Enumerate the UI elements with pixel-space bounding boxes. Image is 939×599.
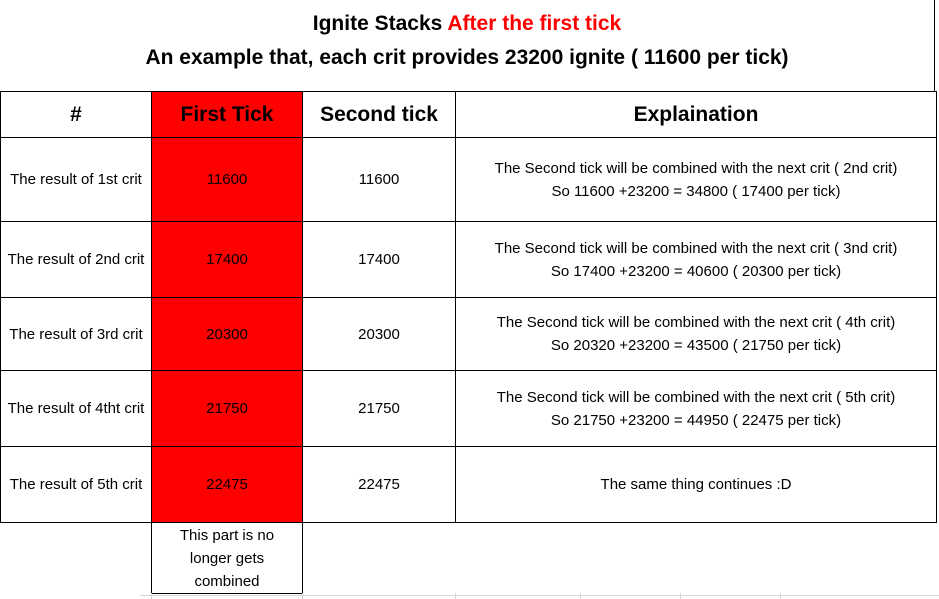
gridline — [302, 593, 303, 599]
explanation-line: The Second tick will be combined with th… — [496, 388, 896, 406]
explanation-line: The same thing continues :D — [600, 476, 792, 493]
header-first-tick: First Tick — [151, 91, 303, 138]
explanation-line: The Second tick will be combined with th… — [496, 314, 896, 331]
gridline — [455, 593, 456, 599]
note-cell: This part is no longer gets combined — [151, 522, 303, 594]
explanation: The Second tick will be combined with th… — [455, 370, 937, 447]
second-tick-value: 20300 — [302, 297, 456, 371]
explanation-line: The Second tick will be combined with th… — [494, 239, 898, 257]
explanation-line: So 21750 +23200 = 44950 ( 22475 per tick… — [550, 411, 842, 429]
row-label: The result of 2nd crit — [0, 221, 152, 298]
gridline — [680, 593, 681, 599]
second-tick-value: 17400 — [302, 221, 456, 298]
row-label: The result of 4tht crit — [0, 370, 152, 447]
gridline — [151, 593, 152, 599]
first-tick-value: 22475 — [151, 446, 303, 523]
gridline — [580, 593, 581, 599]
second-tick-value: 21750 — [302, 370, 456, 447]
page-title: Ignite Stacks After the first tick — [312, 12, 622, 35]
first-tick-value: 21750 — [151, 370, 303, 447]
row-label: The result of 3rd crit — [0, 297, 152, 371]
gridline — [780, 593, 781, 599]
explanation: The Second tick will be combined with th… — [455, 221, 937, 298]
explanation: The Second tick will be combined with th… — [455, 297, 937, 371]
header-number: # — [0, 91, 152, 138]
second-tick-value: 22475 — [302, 446, 456, 523]
first-tick-value: 20300 — [151, 297, 303, 371]
subtitle: An example that, each crit provides 2320… — [145, 46, 789, 69]
explanation-line: So 20320 +23200 = 43500 ( 21750 per tick… — [550, 337, 842, 354]
header-second-tick: Second tick — [302, 91, 456, 138]
second-tick-value: 11600 — [302, 137, 456, 222]
title-highlight: After the first tick — [447, 12, 622, 35]
row-label: The result of 1st crit — [0, 137, 152, 222]
explanation: The same thing continues :D — [455, 446, 937, 523]
explanation-line: So 17400 +23200 = 40600 ( 20300 per tick… — [550, 262, 842, 280]
row-label: The result of 5th crit — [0, 446, 152, 523]
explanation-line: The Second tick will be combined with th… — [494, 159, 898, 177]
gridline — [140, 595, 939, 596]
header-explanation: Explaination — [455, 91, 937, 138]
explanation-line: So 11600 +23200 = 34800 ( 17400 per tick… — [551, 182, 841, 200]
first-tick-value: 11600 — [151, 137, 303, 222]
explanation: The Second tick will be combined with th… — [455, 137, 937, 222]
first-tick-value: 17400 — [151, 221, 303, 298]
title-block: Ignite Stacks After the first tick An ex… — [0, 0, 935, 91]
